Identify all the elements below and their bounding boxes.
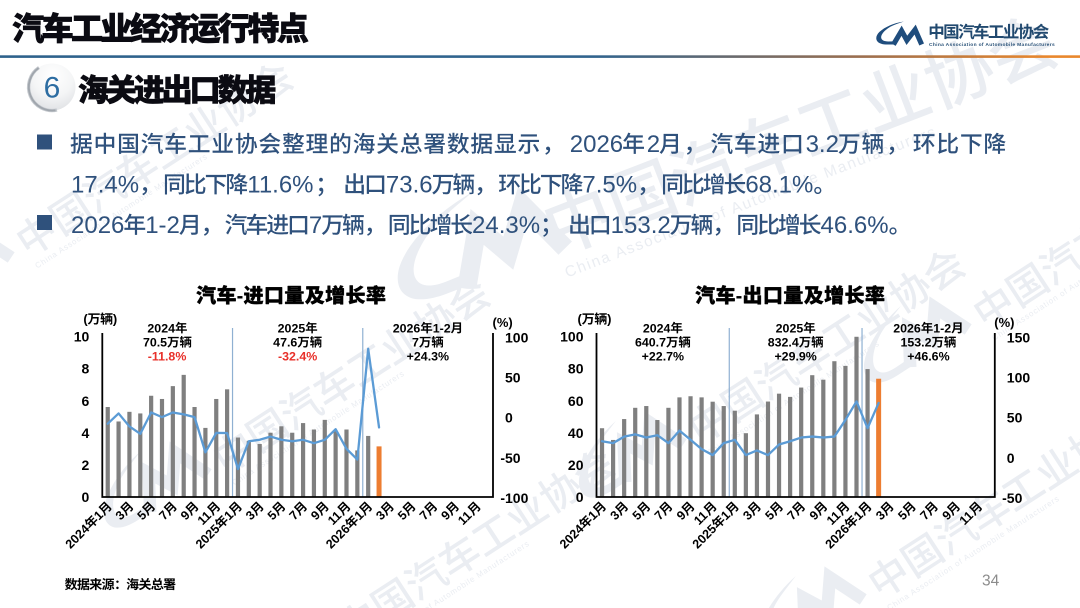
- svg-text:4: 4: [82, 425, 90, 441]
- svg-text:-50: -50: [500, 450, 520, 466]
- svg-text:2026: 2026: [570, 131, 623, 158]
- svg-text:2: 2: [82, 457, 90, 473]
- svg-text:2024: 2024: [147, 321, 175, 335]
- svg-text:2024: 2024: [643, 321, 671, 335]
- svg-text:6: 6: [82, 393, 90, 409]
- svg-text:7.5%: 7.5%: [582, 172, 637, 199]
- svg-text:China Association of Automobil: China Association of Automobile Manufact…: [929, 42, 1055, 48]
- svg-text:-32.4%: -32.4%: [278, 350, 317, 364]
- svg-text:68.1%: 68.1%: [745, 172, 813, 199]
- svg-text:-100: -100: [500, 490, 528, 506]
- svg-text:7: 7: [309, 212, 322, 239]
- svg-text:-11.8%: -11.8%: [148, 350, 187, 364]
- svg-text:153.2: 153.2: [611, 212, 671, 239]
- svg-text:100: 100: [505, 329, 529, 345]
- svg-text:47.6: 47.6: [273, 336, 297, 350]
- svg-text:): ): [607, 312, 611, 327]
- svg-text:+29.9%: +29.9%: [774, 350, 816, 364]
- svg-text:50: 50: [505, 369, 521, 385]
- svg-text:11.6%: 11.6%: [247, 172, 313, 199]
- svg-text:46.6%: 46.6%: [821, 212, 889, 239]
- svg-text:50: 50: [1007, 410, 1023, 426]
- svg-text:1-2: 1-2: [145, 212, 180, 239]
- svg-text:(: (: [83, 312, 88, 327]
- svg-text:1-2: 1-2: [433, 321, 451, 335]
- svg-text:0: 0: [1007, 450, 1015, 466]
- svg-text:8: 8: [82, 361, 90, 377]
- svg-text:70.5: 70.5: [143, 336, 167, 350]
- svg-text:0: 0: [505, 410, 513, 426]
- svg-text:2: 2: [647, 131, 660, 158]
- svg-text:2025: 2025: [776, 321, 804, 335]
- svg-text:+24.3%: +24.3%: [407, 350, 449, 364]
- svg-text:(%): (%): [493, 315, 513, 330]
- svg-text:640.7: 640.7: [635, 336, 666, 350]
- svg-text:100: 100: [560, 329, 584, 345]
- svg-text:20: 20: [568, 457, 584, 473]
- svg-text:+22.7%: +22.7%: [642, 350, 684, 364]
- svg-text:153.2: 153.2: [901, 336, 932, 350]
- svg-text:60: 60: [568, 393, 584, 409]
- svg-text:34: 34: [982, 573, 1000, 590]
- svg-text:0: 0: [82, 489, 90, 505]
- svg-text:40: 40: [568, 425, 584, 441]
- svg-text:+46.6%: +46.6%: [907, 350, 949, 364]
- svg-text:3.2: 3.2: [806, 131, 839, 158]
- svg-text:24.3%: 24.3%: [472, 212, 540, 239]
- svg-text:7: 7: [412, 336, 419, 350]
- svg-text:6: 6: [44, 72, 61, 105]
- svg-text:10: 10: [74, 329, 90, 345]
- svg-text:73.6: 73.6: [386, 172, 433, 199]
- svg-text:0: 0: [576, 489, 584, 505]
- svg-text:-50: -50: [1002, 490, 1022, 506]
- svg-text:832.4: 832.4: [768, 336, 799, 350]
- svg-text:-: -: [736, 286, 743, 308]
- svg-text:150: 150: [1007, 329, 1031, 345]
- svg-text:(%): (%): [994, 315, 1014, 330]
- svg-text:1-2: 1-2: [933, 321, 951, 335]
- svg-text:17.4%: 17.4%: [71, 172, 139, 199]
- svg-text:): ): [113, 312, 117, 327]
- svg-text:-: -: [237, 286, 244, 308]
- svg-text:(: (: [578, 312, 583, 327]
- svg-text:2026: 2026: [393, 321, 421, 335]
- svg-text:2026: 2026: [71, 212, 124, 239]
- svg-text:80: 80: [568, 361, 584, 377]
- svg-text:2026: 2026: [893, 321, 921, 335]
- svg-text:2025: 2025: [278, 321, 306, 335]
- svg-text:100: 100: [1007, 369, 1031, 385]
